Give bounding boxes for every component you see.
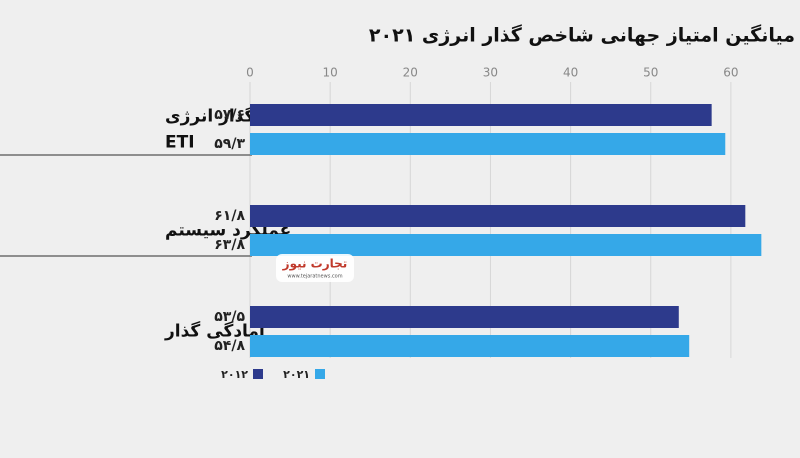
x-tick-label: 60 [723,66,738,80]
bar [250,234,762,256]
legend-label: ۲۰۱۲ [221,368,248,381]
value-label: ۶۳/۸ [214,237,245,253]
x-tick-label: 30 [483,66,498,80]
value-label: ۵۴/۸ [214,338,245,354]
x-tick-label: 40 [563,66,578,80]
watermark-badge [276,254,354,282]
x-tick-label: 20 [403,66,418,80]
chart-title: میانگین امتیاز جهانی شاخص گذار انرژی ۲۰۲… [369,24,795,47]
bar [250,104,712,126]
category-label: ETI [165,133,195,153]
value-label: ۶۱/۸ [214,208,245,224]
bar [250,133,726,155]
bar [250,335,690,357]
value-label: ۵۷/۶ [214,107,245,123]
watermark-url: www.tejaratnews.com [287,274,342,280]
value-label: ۵۹/۳ [214,136,245,152]
watermark-logo: تجارت نیوز [282,257,348,272]
bar [250,306,679,328]
legend-swatch [315,369,325,379]
x-tick-label: 0 [246,66,254,80]
legend-swatch [253,369,263,379]
x-tick-label: 10 [323,66,338,80]
x-tick-label: 50 [643,66,658,80]
value-label: ۵۳/۵ [214,309,245,325]
legend-label: ۲۰۲۱ [283,368,310,381]
bar [250,205,746,227]
category-label: آمادگی گذار [164,320,266,342]
